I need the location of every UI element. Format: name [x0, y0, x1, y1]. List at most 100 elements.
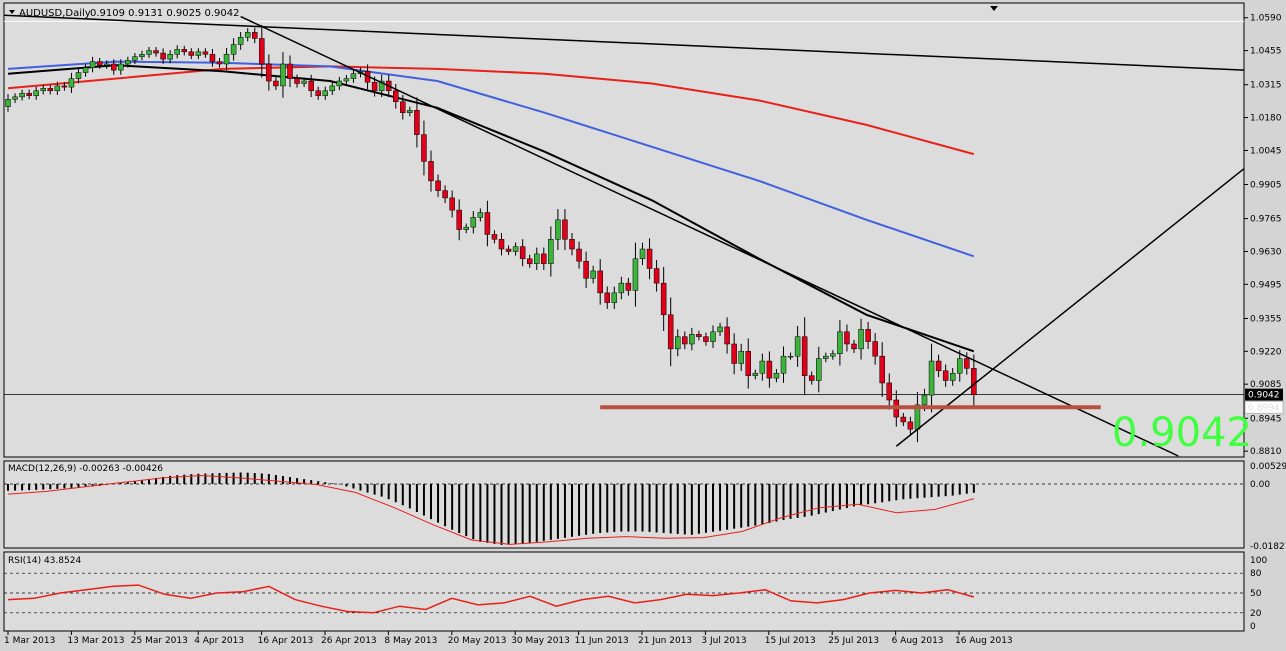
time-tick-label: 4 Apr 2013 [194, 636, 244, 646]
candle-body [19, 92, 25, 98]
candle-body [942, 370, 949, 381]
candle-body [378, 80, 385, 92]
time-tick-label: 20 May 2013 [448, 636, 507, 646]
candle-body [682, 336, 688, 345]
candle-body [731, 343, 737, 364]
price-tick-label: 0.8810 [1250, 447, 1282, 457]
candle-body [160, 52, 166, 60]
candle-body [949, 372, 956, 381]
macd-tick-label: -0.01827 [1250, 542, 1286, 552]
candle-body [921, 394, 928, 406]
candle-body [371, 82, 378, 92]
candle-body [456, 209, 462, 230]
up-trendline[interactable] [895, 168, 1245, 447]
time-tick-label: 11 Jun 2013 [575, 636, 629, 646]
candle-body [132, 56, 138, 61]
candle-body [844, 331, 850, 345]
candle-body [569, 239, 575, 250]
candle-body [273, 80, 279, 87]
price-panel[interactable] [3, 2, 1245, 458]
candle-body [794, 336, 801, 357]
candle-body [153, 50, 159, 54]
candle-body [851, 343, 857, 350]
candle-body [900, 416, 907, 423]
candle-body [470, 217, 477, 228]
candle-body [393, 90, 399, 102]
candle-body [336, 80, 343, 87]
candle-body [724, 326, 730, 345]
candle-body [597, 270, 603, 294]
down-trendline[interactable] [240, 15, 1179, 457]
hidden-price-label: 0.8994 [1248, 403, 1280, 413]
chart-title: AUDUSD,Daily [19, 8, 91, 19]
candle-body [33, 90, 39, 96]
price-tick-label: 1.0455 [1250, 47, 1282, 57]
time-tick-label: 25 Jul 2013 [828, 636, 879, 646]
candle-body [146, 50, 152, 55]
candle-body [400, 101, 406, 113]
candle-body [879, 355, 885, 384]
candle-body [216, 61, 223, 65]
price-tick-label: 1.0180 [1250, 114, 1282, 124]
macd-panel[interactable] [3, 460, 1245, 549]
triangle-down-icon[interactable] [9, 10, 15, 14]
candle-body [745, 351, 751, 376]
candle-body [12, 96, 18, 100]
candle-body [590, 270, 596, 279]
candle-body [96, 61, 103, 66]
candle-body [696, 334, 702, 337]
candle-body [519, 246, 526, 260]
candle-body [526, 258, 533, 264]
candle-body [660, 282, 667, 316]
candle-body [555, 219, 561, 240]
candle-body [350, 73, 357, 79]
candle-body [886, 382, 892, 401]
rsi-tick-label: 50 [1250, 589, 1262, 599]
candle-body [576, 248, 582, 262]
hidden-price-box [1244, 400, 1284, 414]
candle-body [766, 360, 773, 379]
candle-body [675, 336, 681, 350]
price-tick-label: 1.0590 [1250, 14, 1282, 24]
candle-body [167, 54, 173, 60]
candle-body [773, 372, 780, 379]
candle-body [632, 258, 639, 291]
candle-body [61, 85, 68, 88]
rsi-panel[interactable] [3, 551, 1245, 632]
candle-body [667, 314, 674, 350]
candle-body [823, 355, 829, 359]
candle-body [611, 292, 618, 303]
candle-body [787, 355, 794, 358]
candle-body [280, 63, 286, 87]
price-tick-label: 1.0045 [1250, 146, 1282, 156]
candle-body [548, 239, 554, 264]
rsi-tick-label: 100 [1250, 556, 1267, 566]
candle-body [181, 49, 187, 53]
candle-body [421, 134, 427, 162]
candle-body [541, 253, 547, 264]
macd-label: MACD(12,26,9) -0.00263 -0.00426 [8, 464, 163, 474]
candle-body [653, 268, 660, 284]
candle-body [75, 72, 82, 79]
candle-body [329, 85, 336, 92]
candle-body [759, 360, 766, 374]
candle-body [442, 190, 448, 199]
candle-body [625, 282, 632, 291]
candle-body [407, 110, 413, 113]
candle-body [287, 63, 293, 79]
time-tick-label: 8 May 2013 [384, 636, 437, 646]
candle-body [294, 78, 300, 84]
candle-body [188, 51, 195, 56]
candle-body [47, 88, 54, 92]
candle-body [534, 253, 540, 264]
candle-body [54, 85, 61, 92]
rsi-line [7, 584, 975, 614]
long-trendline[interactable] [3, 14, 1245, 71]
candle-body [244, 32, 251, 38]
candle-body [689, 334, 695, 345]
rsi-tick-label: 20 [1250, 609, 1262, 619]
candle-body [858, 329, 864, 350]
rsi-tick-label: 80 [1250, 569, 1262, 579]
moving-average-line [7, 60, 975, 258]
price-tick-label: 0.9085 [1250, 380, 1282, 390]
